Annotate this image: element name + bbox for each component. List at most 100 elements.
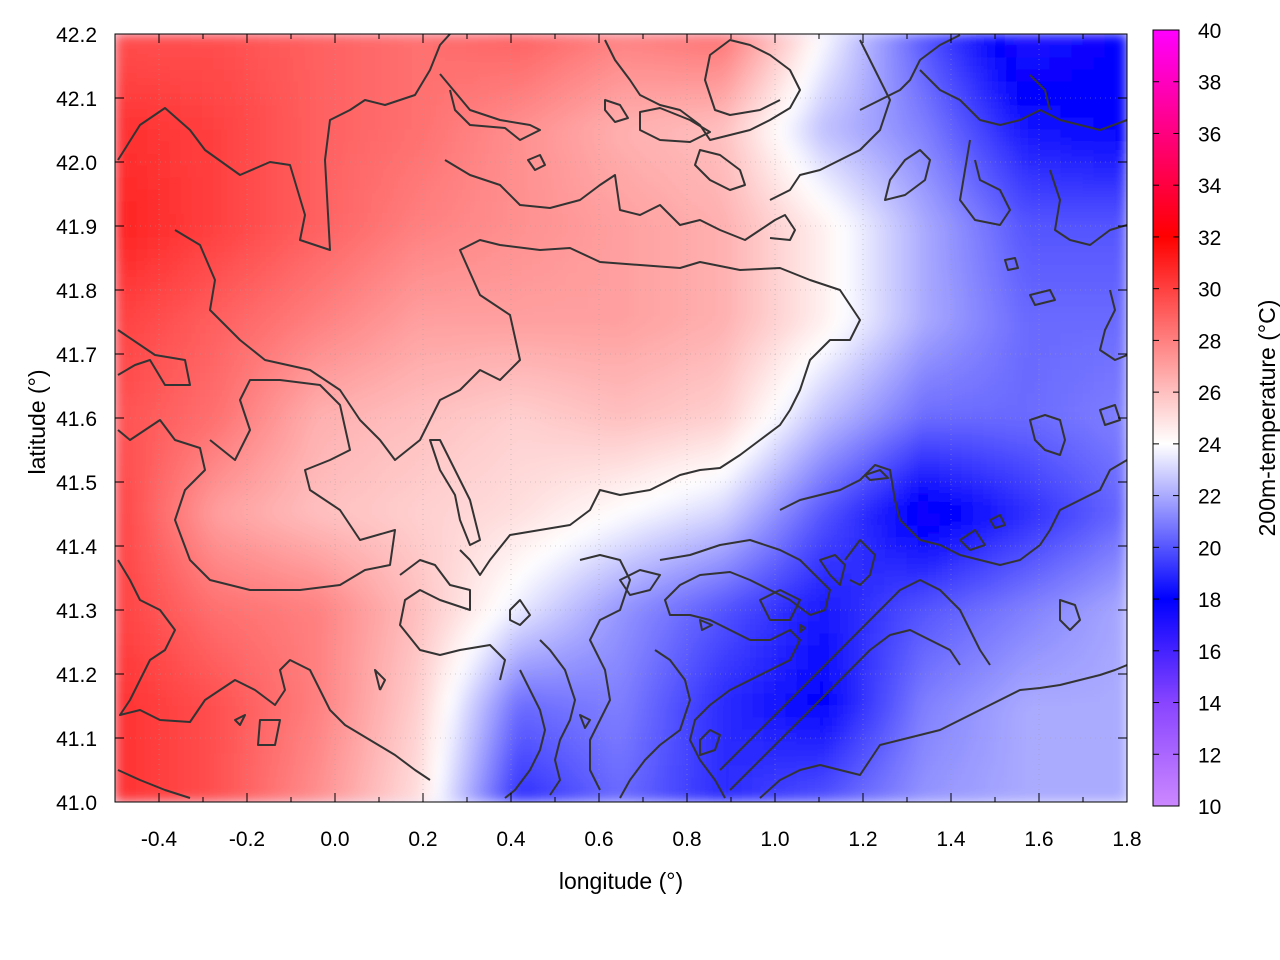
heatmap-cell xyxy=(1082,153,1095,167)
heatmap-cell xyxy=(136,225,149,239)
heatmap-cell xyxy=(862,273,875,287)
heatmap-cell xyxy=(1115,249,1127,263)
heatmap-cell xyxy=(851,237,864,251)
heatmap-cell xyxy=(235,261,248,275)
heatmap-cell xyxy=(532,633,545,647)
heatmap-cell xyxy=(268,417,281,431)
heatmap-cell xyxy=(136,297,149,311)
heatmap-cell xyxy=(884,381,897,395)
heatmap-cell xyxy=(136,633,149,647)
heatmap-cell xyxy=(1060,153,1073,167)
heatmap-cell xyxy=(840,525,853,539)
heatmap-cell xyxy=(983,621,996,635)
heatmap-cell xyxy=(158,657,171,671)
heatmap-cell xyxy=(840,645,853,659)
heatmap-cell xyxy=(1115,381,1127,395)
heatmap-cell xyxy=(598,477,611,491)
heatmap-cell xyxy=(444,213,457,227)
heatmap-cell xyxy=(235,609,248,623)
heatmap-cell xyxy=(499,81,512,95)
heatmap-cell xyxy=(389,165,402,179)
heatmap-cell xyxy=(620,417,633,431)
heatmap-cell xyxy=(862,453,875,467)
heatmap-cell xyxy=(807,141,820,155)
heatmap-cell xyxy=(1049,537,1062,551)
heatmap-cell xyxy=(675,93,688,107)
heatmap-cell xyxy=(257,213,270,227)
heatmap-cell xyxy=(961,81,974,95)
heatmap-cell xyxy=(774,93,787,107)
heatmap-cell xyxy=(961,369,974,383)
heatmap-cell xyxy=(411,441,424,455)
heatmap-cell xyxy=(631,429,644,443)
heatmap-cell xyxy=(917,105,930,119)
heatmap-cell xyxy=(741,525,754,539)
heatmap-cell xyxy=(774,489,787,503)
heatmap-cell xyxy=(950,69,963,83)
heatmap-cell xyxy=(642,285,655,299)
heatmap-cell xyxy=(763,225,776,239)
heatmap-cell xyxy=(169,57,182,71)
heatmap-cell xyxy=(290,513,303,527)
heatmap-cell xyxy=(499,441,512,455)
heatmap-cell xyxy=(499,309,512,323)
heatmap-cell xyxy=(631,213,644,227)
heatmap-cell xyxy=(939,321,952,335)
heatmap-cell xyxy=(323,405,336,419)
heatmap-cell xyxy=(686,189,699,203)
heatmap-cell xyxy=(653,441,666,455)
heatmap-cell xyxy=(345,561,358,575)
heatmap-cell xyxy=(807,585,820,599)
heatmap-cell xyxy=(906,429,919,443)
heatmap-cell xyxy=(554,501,567,515)
heatmap-cell xyxy=(983,261,996,275)
heatmap-cell xyxy=(367,321,380,335)
heatmap-cell xyxy=(686,489,699,503)
heatmap-cell xyxy=(642,669,655,683)
heatmap-cell xyxy=(356,261,369,275)
heatmap-cell xyxy=(136,501,149,515)
heatmap-cell xyxy=(224,513,237,527)
heatmap-cell xyxy=(257,309,270,323)
heatmap-cell xyxy=(1060,537,1073,551)
heatmap-cell xyxy=(1027,213,1040,227)
heatmap-cell xyxy=(235,345,248,359)
heatmap-cell xyxy=(917,237,930,251)
heatmap-cell xyxy=(477,357,490,371)
heatmap-cell xyxy=(664,537,677,551)
heatmap-cell xyxy=(576,597,589,611)
heatmap-cell xyxy=(642,657,655,671)
heatmap-cell xyxy=(521,537,534,551)
heatmap-cell xyxy=(1005,213,1018,227)
heatmap-cell xyxy=(939,93,952,107)
heatmap-cell xyxy=(422,477,435,491)
heatmap-cell xyxy=(1071,369,1084,383)
heatmap-cell xyxy=(730,213,743,227)
heatmap-cell xyxy=(708,561,721,575)
heatmap-cell xyxy=(708,69,721,83)
heatmap-cell xyxy=(884,141,897,155)
heatmap-cell xyxy=(609,129,622,143)
heatmap-cell xyxy=(708,237,721,251)
heatmap-cell xyxy=(686,201,699,215)
heatmap-cell xyxy=(455,369,468,383)
heatmap-cell xyxy=(642,321,655,335)
heatmap-cell xyxy=(1049,441,1062,455)
heatmap-cell xyxy=(851,429,864,443)
heatmap-cell xyxy=(1027,465,1040,479)
heatmap-cell xyxy=(301,153,314,167)
heatmap-cell xyxy=(576,345,589,359)
heatmap-cell xyxy=(521,465,534,479)
heatmap-cell xyxy=(917,297,930,311)
heatmap-cell xyxy=(279,549,292,563)
heatmap-cell xyxy=(279,597,292,611)
heatmap-cell xyxy=(411,405,424,419)
heatmap-cell xyxy=(532,34,545,47)
heatmap-cell xyxy=(642,501,655,515)
heatmap-cell xyxy=(521,261,534,275)
heatmap-cell xyxy=(235,141,248,155)
heatmap-cell xyxy=(983,501,996,515)
heatmap-cell xyxy=(488,465,501,479)
heatmap-cell xyxy=(1093,93,1106,107)
heatmap-cell xyxy=(1082,393,1095,407)
